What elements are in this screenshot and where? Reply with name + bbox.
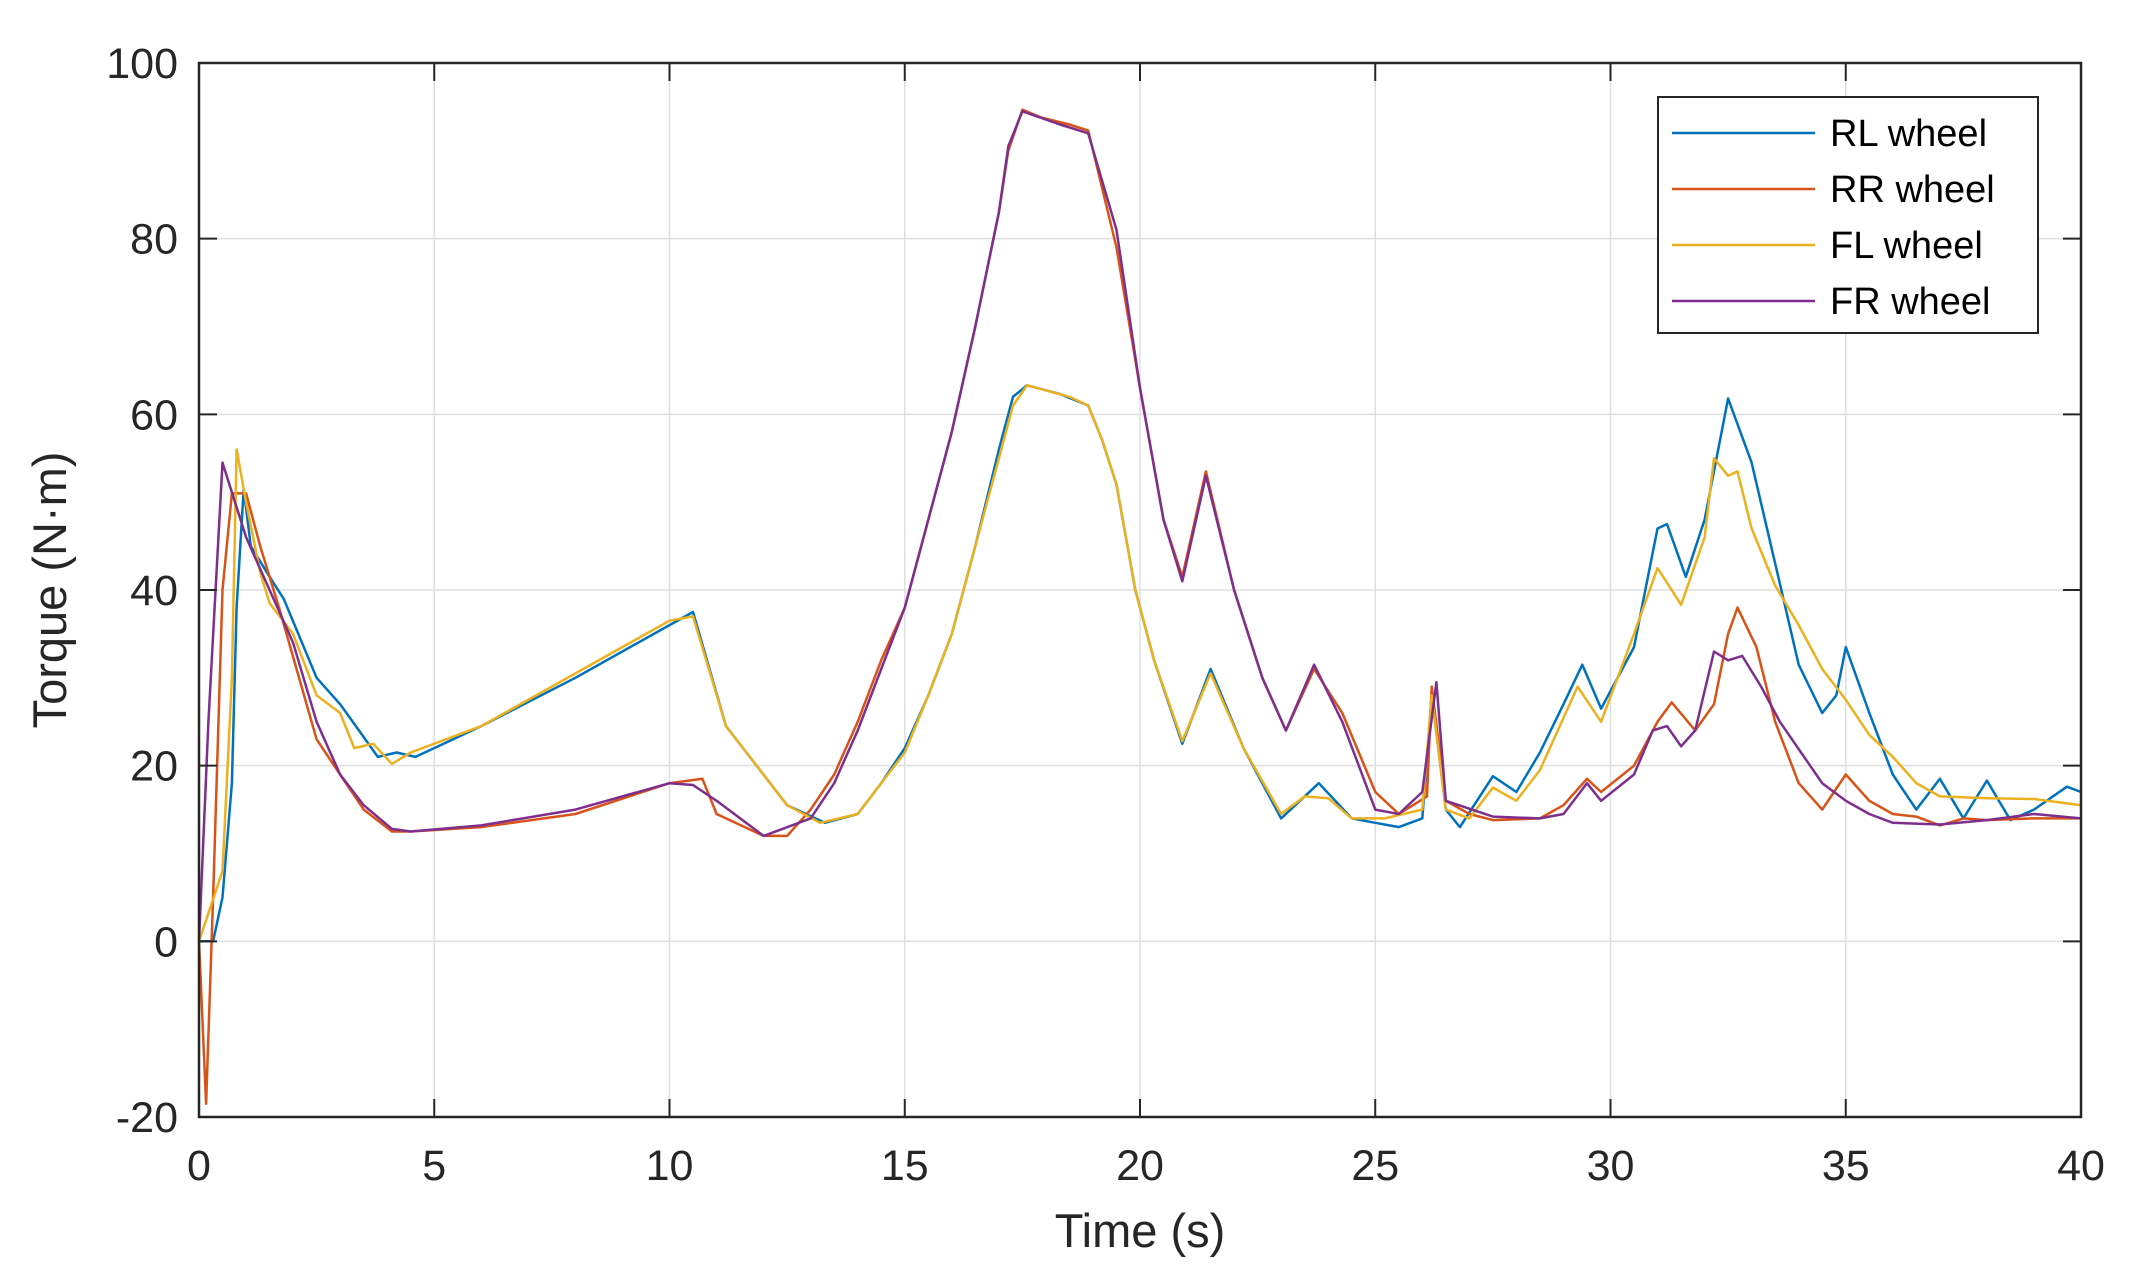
series-lines xyxy=(197,108,2082,1106)
legend-entry: RR wheel xyxy=(1830,169,1995,211)
y-axis-label: Torque (N·m) xyxy=(23,452,76,729)
x-tick-label: 5 xyxy=(422,1142,446,1190)
x-tick-label: 25 xyxy=(1351,1142,1399,1190)
y-tick-label: 0 xyxy=(154,918,178,966)
legend-entry: RL wheel xyxy=(1830,113,1987,155)
x-tick-label: 15 xyxy=(881,1142,929,1190)
series-line-fr-wheel xyxy=(197,110,2082,942)
series-line-fl-wheel xyxy=(197,384,2082,942)
y-tick-label: -20 xyxy=(116,1094,178,1142)
y-tick-label: 40 xyxy=(130,567,178,615)
series-line-rl-wheel xyxy=(199,384,2082,943)
x-tick-label: 40 xyxy=(2057,1142,2105,1190)
x-axis-label: Time (s) xyxy=(1055,1204,1226,1257)
x-tick-label: 0 xyxy=(187,1142,211,1190)
x-tick-label: 10 xyxy=(646,1142,694,1190)
axis-ticks xyxy=(198,62,2082,1118)
legend-entry: FR wheel xyxy=(1830,281,1991,323)
x-tick-label: 30 xyxy=(1587,1142,1635,1190)
legend-box xyxy=(1657,96,2039,334)
x-tick-label: 20 xyxy=(1116,1142,1164,1190)
y-tick-label: 100 xyxy=(106,40,178,88)
x-tick-label: 35 xyxy=(1822,1142,1870,1190)
legend-entry: FL wheel xyxy=(1830,225,1983,267)
y-tick-label: 60 xyxy=(130,391,178,439)
y-tick-label: 20 xyxy=(130,743,178,791)
legend: RL wheel RR wheel FL wheel FR wheel xyxy=(1657,96,2039,334)
y-tick-label: 80 xyxy=(130,216,178,264)
